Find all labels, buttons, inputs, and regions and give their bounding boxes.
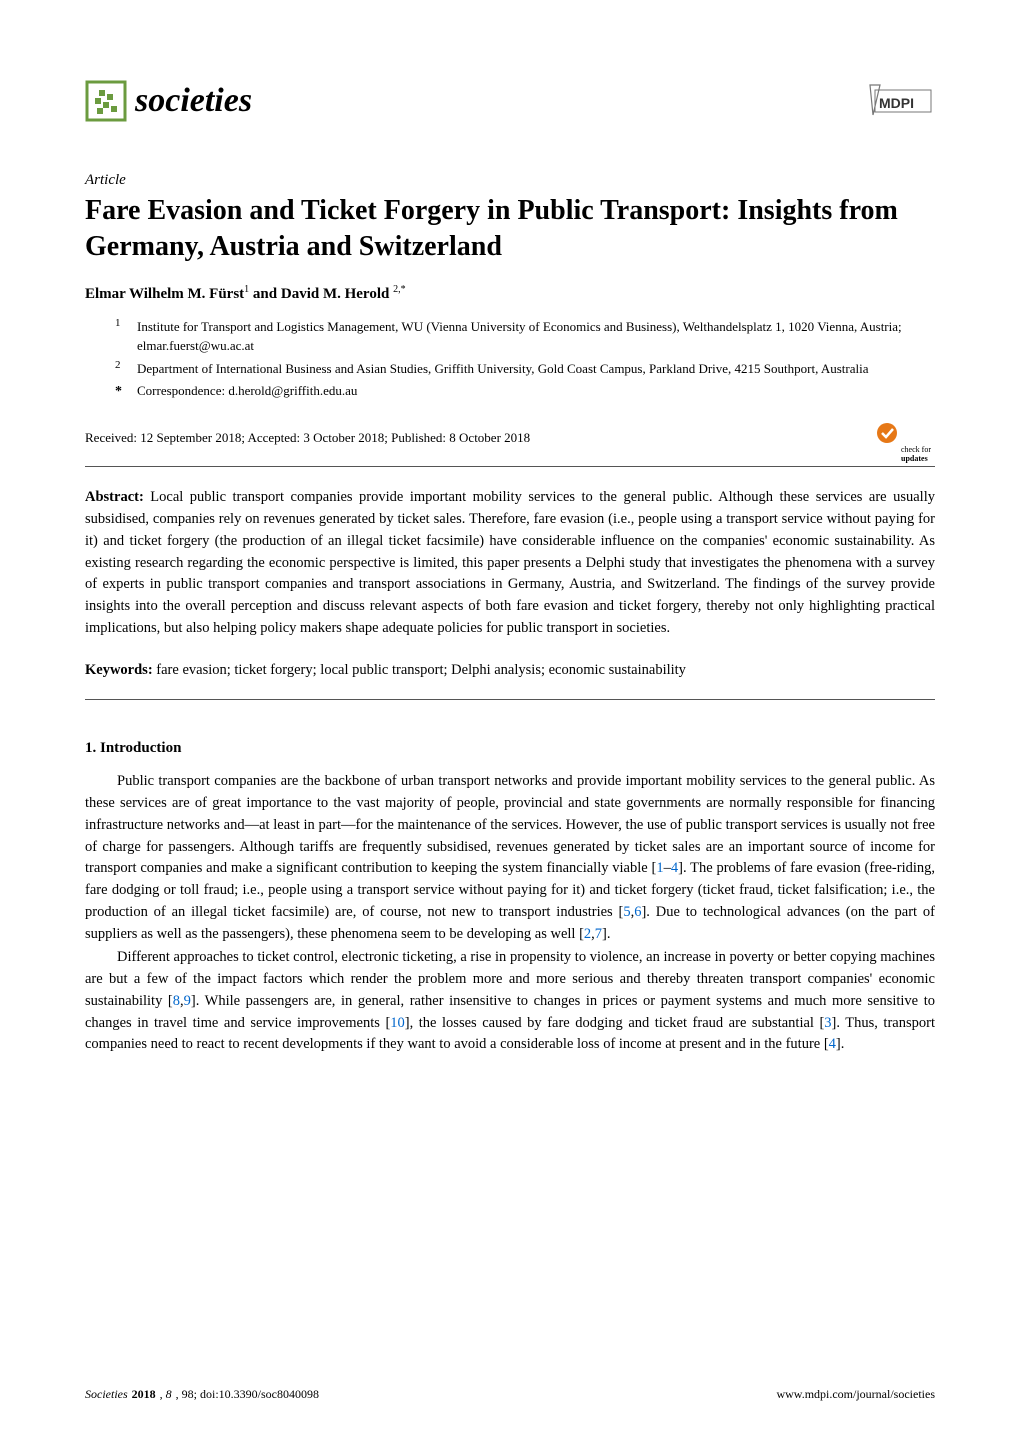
societies-logo-icon — [85, 80, 127, 122]
affiliation-marker-2: 2 — [115, 357, 137, 377]
ref-4b[interactable]: 4 — [829, 1036, 836, 1052]
mdpi-logo: MDPI — [865, 80, 935, 122]
affiliations: 1 Institute for Transport and Logistics … — [85, 317, 935, 403]
affiliation-marker-1: 1 — [115, 315, 137, 354]
ref-5[interactable]: 5 — [623, 904, 630, 920]
ref-7[interactable]: 7 — [595, 926, 602, 942]
keywords-text: fare evasion; ticket forgery; local publ… — [153, 662, 686, 678]
footer-year: 2018 — [132, 1387, 156, 1402]
ref-1[interactable]: 1 — [656, 860, 663, 876]
footer-volume: , 8 — [160, 1387, 172, 1402]
check-updates-line2: updates — [901, 454, 928, 463]
ref-8[interactable]: 8 — [173, 993, 180, 1009]
affiliation-text-1: Institute for Transport and Logistics Ma… — [137, 317, 935, 356]
p2-text-5: ]. — [836, 1036, 844, 1052]
affiliation-2: 2 Department of International Business a… — [115, 359, 935, 379]
authors: Elmar Wilhelm M. Fürst1 and David M. Her… — [85, 284, 935, 303]
article-title: Fare Evasion and Ticket Forgery in Publi… — [85, 193, 935, 266]
ref-9[interactable]: 9 — [184, 993, 191, 1009]
journal-logo: societies — [85, 80, 252, 122]
p1-text-4: ]. — [602, 926, 610, 942]
footer-journal: Societies — [85, 1387, 128, 1402]
affiliation-text-correspondence: Correspondence: d.herold@griffith.edu.au — [137, 381, 935, 402]
svg-text:MDPI: MDPI — [879, 95, 914, 111]
footer-citation: Societies 2018 , 8 , 98; doi:10.3390/soc80… — [85, 1387, 319, 1402]
journal-name: societies — [135, 82, 252, 120]
section-1-paragraph-1: Public transport companies are the backb… — [85, 771, 935, 945]
keywords-label: Keywords: — [85, 662, 153, 678]
p1-dash-1: – — [664, 860, 671, 876]
footer-rest: , 98; doi:10.3390/soc8040098 — [176, 1387, 319, 1402]
author-1: Elmar Wilhelm M. Fürst — [85, 286, 244, 302]
affiliation-1: 1 Institute for Transport and Logistics … — [115, 317, 935, 356]
ref-3[interactable]: 3 — [824, 1015, 831, 1031]
dates-row: Received: 12 September 2018; Accepted: 3… — [85, 420, 935, 467]
affiliation-marker-star: * — [115, 381, 137, 402]
author-2-sup: 2,* — [393, 284, 406, 295]
check-updates-line1: check for — [901, 445, 931, 454]
section-1-heading: 1. Introduction — [85, 740, 935, 757]
article-type: Article — [85, 172, 935, 189]
p2-text-3: ], the losses caused by fare dodging and… — [405, 1015, 825, 1031]
publication-dates: Received: 12 September 2018; Accepted: 3… — [85, 430, 530, 446]
footer-url[interactable]: www.mdpi.com/journal/societies — [776, 1387, 935, 1402]
footer: Societies 2018 , 8 , 98; doi:10.3390/soc80… — [85, 1387, 935, 1402]
section-1-paragraph-2: Different approaches to ticket control, … — [85, 947, 935, 1056]
header-row: societies MDPI — [85, 80, 935, 122]
abstract-label: Abstract: — [85, 489, 144, 505]
abstract: Abstract: Local public transport compani… — [85, 487, 935, 639]
check-updates-icon — [875, 420, 935, 446]
affiliation-correspondence: * Correspondence: d.herold@griffith.edu.… — [115, 381, 935, 402]
check-updates-text: check for updates — [875, 446, 935, 464]
authors-and: and David M. Herold — [249, 286, 389, 302]
abstract-text: Local public transport companies provide… — [85, 489, 935, 636]
keywords: Keywords: fare evasion; ticket forgery; … — [85, 660, 935, 701]
check-updates-badge[interactable]: check for updates — [875, 420, 935, 456]
ref-10[interactable]: 10 — [390, 1015, 405, 1031]
affiliation-text-2: Department of International Business and… — [137, 359, 935, 379]
